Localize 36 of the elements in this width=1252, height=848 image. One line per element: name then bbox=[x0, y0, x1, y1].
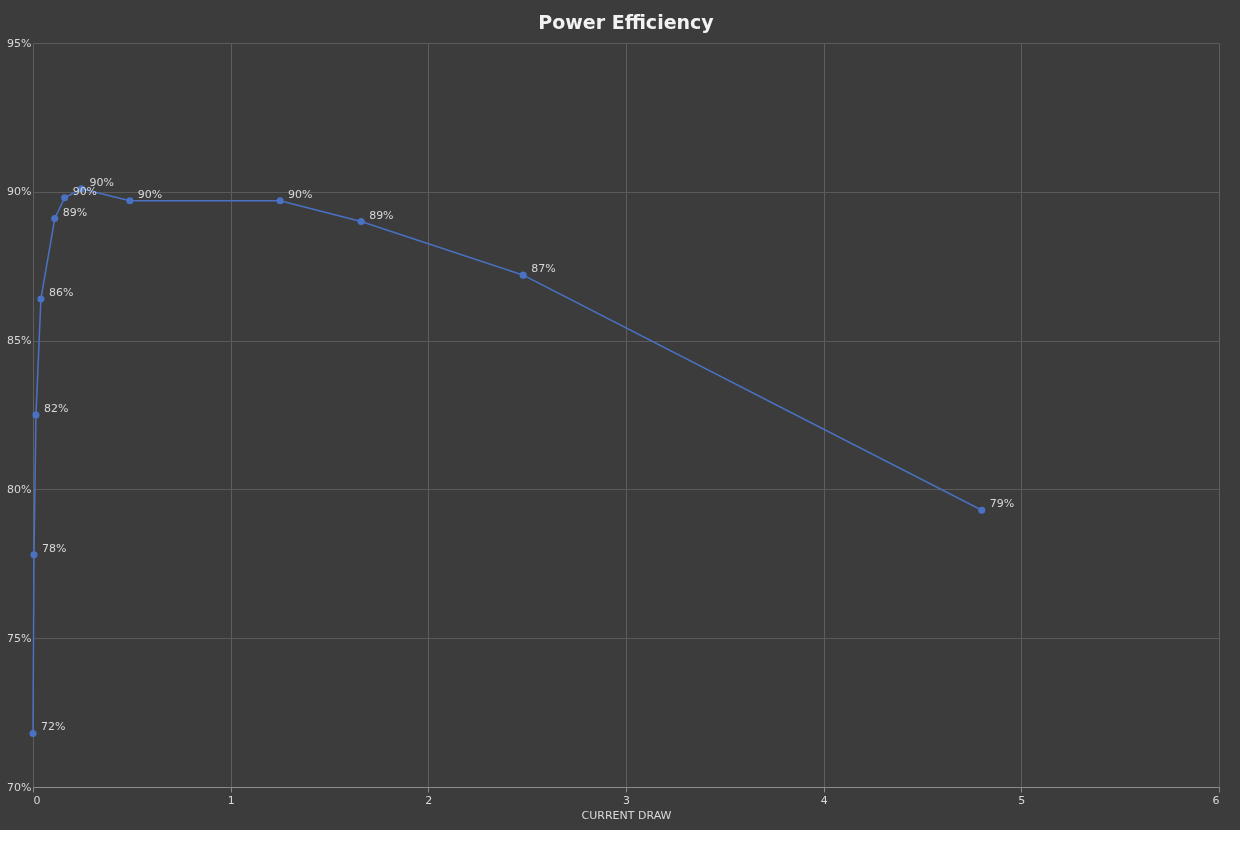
point bbox=[51, 215, 59, 223]
point bbox=[37, 295, 45, 303]
data-label: 72% bbox=[41, 720, 66, 734]
point bbox=[978, 506, 986, 514]
point bbox=[357, 218, 365, 226]
x-tick-label: 1 bbox=[227, 793, 235, 807]
data-label: 86% bbox=[48, 285, 74, 299]
y-tick-label: 75% bbox=[7, 631, 32, 645]
point bbox=[30, 551, 38, 559]
y-tick-label: 85% bbox=[7, 334, 32, 348]
point bbox=[519, 271, 527, 279]
data-label: 79% bbox=[989, 497, 1015, 511]
data-label: 90% bbox=[288, 187, 313, 201]
x-tick-label: 0 bbox=[33, 793, 41, 807]
y-tick-label: 90% bbox=[7, 185, 32, 199]
point bbox=[29, 729, 37, 737]
y-tick-label: 80% bbox=[7, 482, 32, 496]
point bbox=[32, 411, 40, 419]
point bbox=[61, 194, 69, 202]
y-tick-label: 70% bbox=[7, 780, 32, 794]
point bbox=[276, 197, 284, 205]
point bbox=[126, 197, 134, 205]
data-label: 90% bbox=[137, 187, 163, 201]
x-tick-label: 3 bbox=[623, 793, 630, 807]
data-label: 82% bbox=[43, 402, 69, 415]
x-tick-label: 5 bbox=[1018, 793, 1026, 807]
data-label: 89% bbox=[369, 208, 394, 222]
x-tick-label: 4 bbox=[820, 793, 828, 807]
data-label: 78% bbox=[41, 541, 67, 555]
x-tick-label: 6 bbox=[1212, 793, 1220, 807]
x-axis-title: CURRENT DRAW bbox=[581, 808, 672, 822]
y-tick-label: 95% bbox=[7, 36, 32, 50]
x-tick-label: 2 bbox=[425, 793, 433, 807]
data-label: 87% bbox=[531, 262, 556, 276]
data-label: 89% bbox=[62, 205, 88, 219]
chart-title: Power Efficiency bbox=[538, 11, 715, 33]
